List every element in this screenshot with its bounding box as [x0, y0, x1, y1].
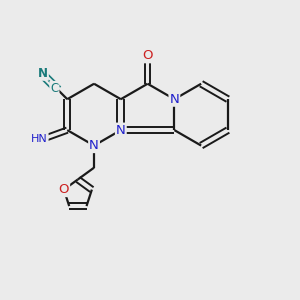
Text: N: N [38, 67, 48, 80]
Text: HN: HN [31, 134, 48, 144]
Text: C: C [50, 82, 59, 95]
Text: N: N [169, 93, 179, 106]
Text: N: N [89, 139, 99, 152]
Text: N: N [116, 124, 126, 136]
Text: O: O [58, 183, 69, 196]
Text: O: O [142, 49, 153, 62]
